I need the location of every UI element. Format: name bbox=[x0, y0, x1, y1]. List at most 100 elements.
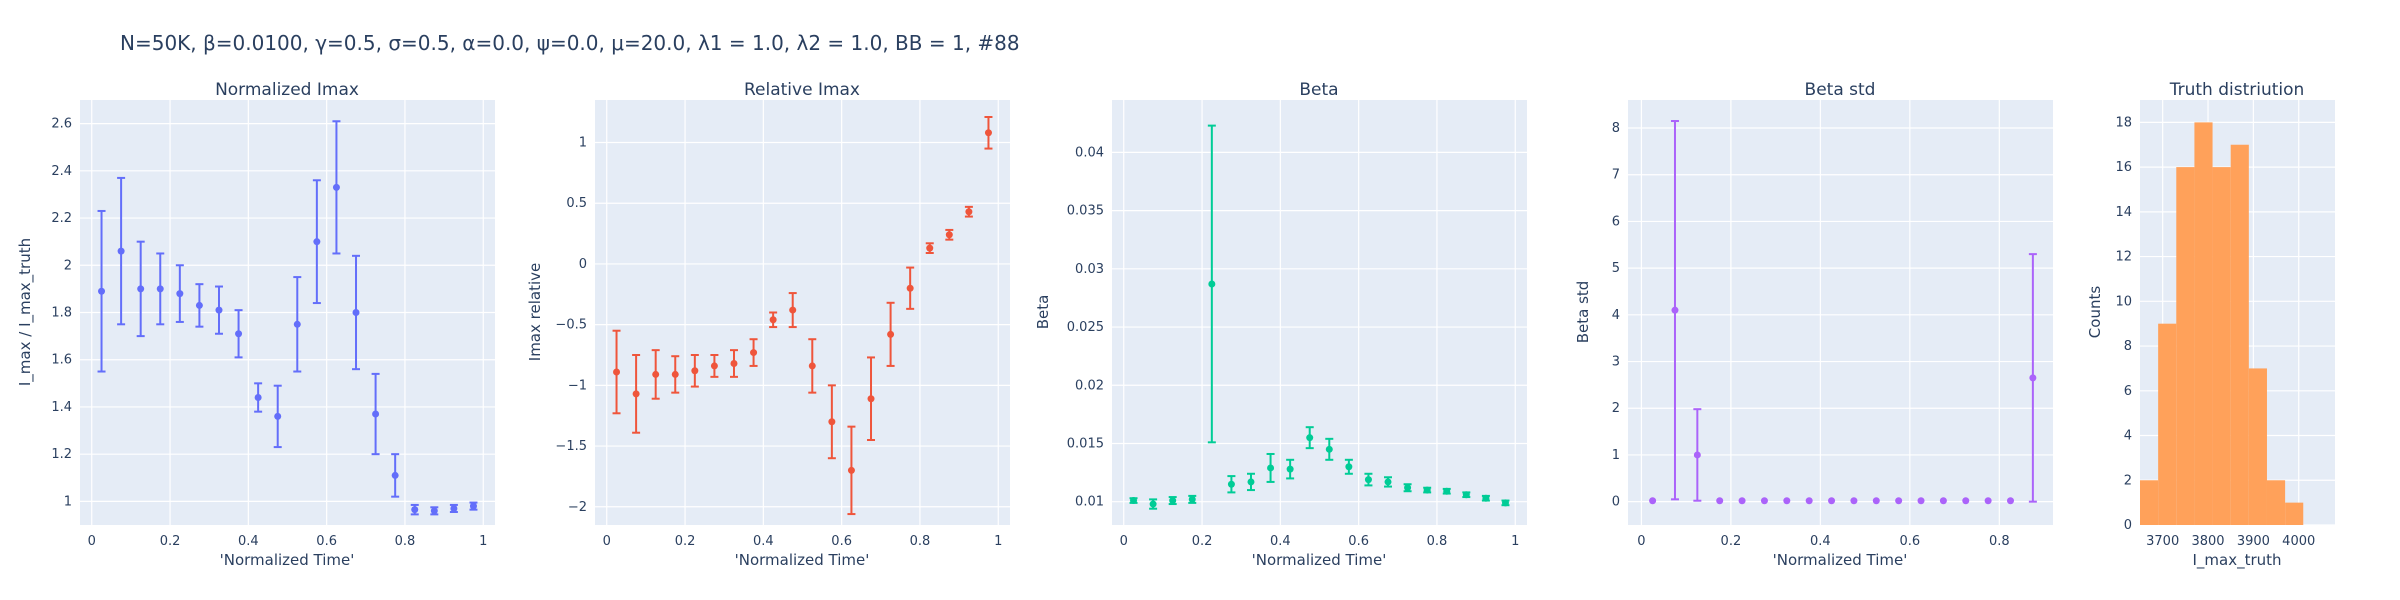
gridlines bbox=[1112, 100, 1527, 525]
x-tick-label: 4000 bbox=[2282, 534, 2315, 549]
data-point bbox=[789, 306, 797, 314]
figure-title: N=50K, β=0.0100, γ=0.5, σ=0.5, α=0.0, ψ=… bbox=[120, 31, 1020, 55]
data-point bbox=[411, 506, 419, 514]
y-tick-label: 0.01 bbox=[1075, 495, 1104, 510]
y-tick-label: −2 bbox=[568, 500, 587, 515]
error-bars-and-points bbox=[612, 116, 993, 516]
y-tick-label: 2.6 bbox=[51, 117, 72, 132]
y-tick-label: 14 bbox=[2115, 205, 2132, 220]
plot-background bbox=[595, 100, 1010, 525]
x-tick-label: 0.4 bbox=[753, 534, 774, 549]
data-point bbox=[1939, 497, 1947, 505]
y-tick-label: 0.02 bbox=[1075, 378, 1104, 393]
data-point bbox=[2029, 374, 2037, 382]
data-point bbox=[632, 390, 640, 398]
data-point bbox=[1962, 497, 1970, 505]
data-point bbox=[1364, 476, 1372, 484]
error-bars-and-points bbox=[1649, 120, 2037, 505]
y-tick-label: 4 bbox=[1612, 308, 1620, 323]
x-tick-label: 0.8 bbox=[1989, 534, 2010, 549]
data-point bbox=[1306, 434, 1314, 442]
data-point bbox=[1501, 499, 1509, 507]
x-tick-label: 0.6 bbox=[831, 534, 852, 549]
y-tick-label: 2 bbox=[2124, 473, 2132, 488]
data-point bbox=[313, 238, 321, 246]
x-tick-labels: 0 0.2 0.4 0.6 0.8 bbox=[1637, 534, 2009, 549]
x-axis-label: 'Normalized Time' bbox=[220, 551, 355, 569]
y-tick-label: 0.015 bbox=[1067, 436, 1104, 451]
data-point bbox=[1443, 487, 1451, 495]
data-point bbox=[1423, 486, 1431, 494]
y-tick-label: 0.025 bbox=[1067, 320, 1104, 335]
y-tick-label: 0 bbox=[1612, 495, 1620, 510]
data-point bbox=[2007, 497, 2014, 505]
y-tick-label: 1 bbox=[64, 494, 72, 509]
data-point bbox=[1738, 497, 1746, 505]
data-point bbox=[1267, 464, 1275, 472]
subplot-title: Beta std bbox=[1805, 80, 1876, 100]
subplot-title: Relative Imax bbox=[744, 80, 860, 100]
y-tick-label: 7 bbox=[1612, 168, 1620, 183]
data-point bbox=[750, 349, 758, 357]
x-tick-label: 0 bbox=[1637, 534, 1645, 549]
x-tick-label: 3900 bbox=[2237, 534, 2270, 549]
x-tick-label: 0.2 bbox=[1721, 534, 1742, 549]
plot-background bbox=[1628, 100, 2053, 525]
histogram-bar bbox=[2248, 368, 2267, 525]
histogram-bar bbox=[2266, 480, 2286, 525]
y-tick-label: 4 bbox=[2124, 429, 2132, 444]
data-point bbox=[450, 504, 458, 512]
data-point bbox=[613, 368, 621, 376]
y-tick-label: 1 bbox=[1612, 448, 1620, 463]
x-tick-labels: 0 0.2 0.4 0.6 0.8 1 bbox=[88, 534, 488, 549]
data-point bbox=[652, 370, 660, 378]
data-point bbox=[1227, 480, 1235, 488]
y-tick-label: 1 bbox=[579, 136, 587, 151]
y-tick-labels: 0.01 0.015 0.02 0.025 0.03 0.035 0.04 bbox=[1067, 145, 1104, 509]
x-tick-labels: 0 0.2 0.4 0.6 0.8 1 bbox=[603, 534, 1003, 549]
x-tick-label: 0 bbox=[1120, 534, 1128, 549]
data-point bbox=[1671, 306, 1679, 314]
data-point bbox=[352, 309, 360, 316]
data-point bbox=[98, 287, 106, 295]
data-point bbox=[391, 471, 399, 479]
histogram-bar bbox=[2176, 167, 2195, 525]
gridlines bbox=[595, 100, 1010, 525]
data-point bbox=[1404, 484, 1412, 492]
y-tick-label: 1.6 bbox=[51, 353, 72, 368]
error-bars-and-points bbox=[97, 120, 478, 516]
subplot-beta-std: 0 0.2 0.4 0.6 0.8 0 1 2 3 4 5 6 7 8 Beta std 'Normal… bbox=[1574, 80, 2053, 569]
data-point bbox=[1208, 280, 1216, 288]
data-point bbox=[254, 394, 262, 401]
data-point bbox=[965, 208, 973, 216]
y-tick-label: −1.5 bbox=[555, 439, 587, 454]
data-point bbox=[906, 284, 914, 292]
y-tick-label: 12 bbox=[2115, 250, 2132, 265]
x-tick-label: 0.4 bbox=[1810, 534, 1831, 549]
x-tick-label: 0 bbox=[603, 534, 611, 549]
data-point bbox=[828, 418, 836, 426]
y-tick-labels: 0 2 4 6 8 10 12 14 16 18 bbox=[2115, 115, 2132, 533]
data-point bbox=[1805, 497, 1813, 505]
y-tick-label: 5 bbox=[1612, 261, 1620, 276]
data-point bbox=[1693, 451, 1701, 459]
y-tick-label: 0.03 bbox=[1075, 262, 1104, 277]
x-tick-label: 0 bbox=[88, 534, 96, 549]
y-tick-label: −0.5 bbox=[555, 318, 587, 333]
x-tick-label: 0.4 bbox=[238, 534, 259, 549]
y-tick-label: 0.5 bbox=[566, 196, 587, 211]
y-axis-label: Counts bbox=[2086, 286, 2104, 339]
histogram-bar bbox=[2285, 502, 2304, 525]
x-tick-label: 3700 bbox=[2146, 534, 2179, 549]
data-point bbox=[176, 290, 184, 298]
data-point bbox=[372, 410, 380, 418]
data-point bbox=[808, 362, 816, 370]
data-point bbox=[293, 320, 301, 328]
x-tick-label: 1 bbox=[994, 534, 1002, 549]
y-tick-label: 16 bbox=[2115, 160, 2132, 175]
data-point bbox=[156, 285, 164, 293]
x-tick-labels: 3700 3800 3900 4000 bbox=[2146, 534, 2315, 549]
x-axis-label: 'Normalized Time' bbox=[735, 551, 870, 569]
y-tick-label: 0.04 bbox=[1075, 145, 1104, 160]
